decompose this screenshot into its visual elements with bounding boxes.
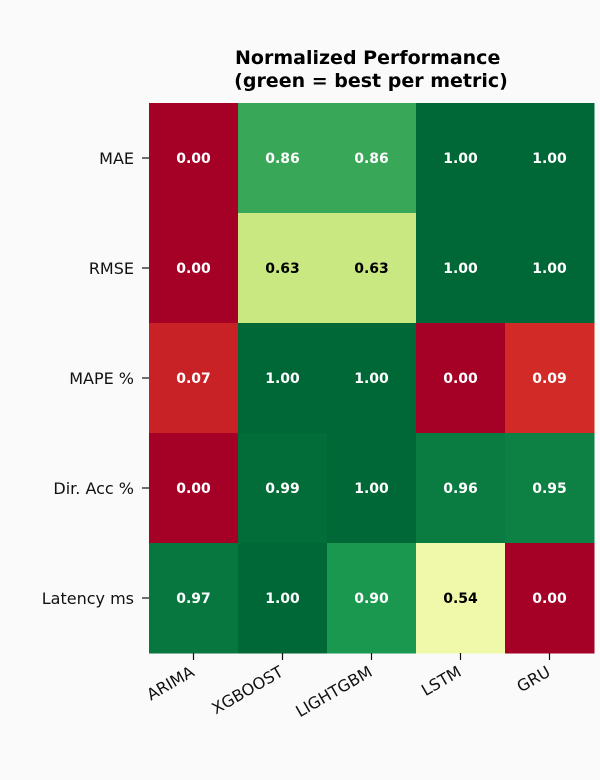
heatmap-cell	[416, 213, 506, 324]
heatmap-cell	[505, 213, 595, 324]
heatmap-cell	[238, 323, 328, 434]
chart-title-line-1: Normalized Performance	[235, 47, 500, 69]
heatmap-cell	[416, 543, 506, 654]
x-tick-label: XGBOOST	[208, 662, 286, 718]
x-tick-label: LSTM	[418, 662, 464, 700]
y-tick-label: Dir. Acc %	[53, 479, 134, 498]
y-tick-label: RMSE	[89, 259, 134, 278]
y-tick-label: MAE	[99, 149, 134, 168]
heatmap-cell-value: 1.00	[265, 371, 300, 387]
heatmap-cell-value: 0.63	[354, 261, 389, 277]
heatmap-cell	[238, 103, 328, 214]
heatmap-cell	[149, 213, 239, 324]
heatmap-cell-value: 1.00	[532, 151, 567, 167]
heatmap-cell	[149, 103, 239, 214]
heatmap-cell-value: 1.00	[532, 261, 567, 277]
heatmap-cell	[416, 433, 506, 544]
heatmap-cell-value: 1.00	[354, 371, 389, 387]
x-tick-label: LIGHTGBM	[292, 662, 375, 721]
heatmap-cell	[149, 433, 239, 544]
heatmap-cell-value: 0.97	[176, 591, 211, 607]
x-tick-label: GRU	[513, 662, 553, 696]
heatmap-cell	[327, 543, 417, 654]
heatmap-cell	[327, 103, 417, 214]
heatmap-cell-value: 0.00	[176, 481, 211, 497]
x-axis: ARIMA XGBOOST LIGHTGBM LSTM GRU	[143, 653, 554, 721]
heatmap-cell-value: 0.00	[532, 591, 567, 607]
heatmap-cell	[505, 103, 595, 214]
heatmap-cell	[238, 543, 328, 654]
heatmap-cell	[238, 433, 328, 544]
heatmap-cell-value: 0.09	[532, 371, 567, 387]
heatmap-cell	[505, 543, 595, 654]
heatmap-cell	[327, 213, 417, 324]
y-tick-label: Latency ms	[42, 589, 134, 608]
x-tick-label: ARIMA	[143, 662, 197, 704]
heatmap-cell-value: 0.00	[443, 371, 478, 387]
y-axis: MAE RMSE MAPE % Dir. Acc % Latency ms	[42, 149, 149, 608]
heatmap-cell	[327, 323, 417, 434]
heatmap-cell-value: 0.99	[265, 481, 300, 497]
heatmap-cell	[327, 433, 417, 544]
heatmap-cell-value: 0.86	[354, 151, 389, 167]
heatmap-cell-value: 0.90	[354, 591, 389, 607]
heatmap-cell	[149, 323, 239, 434]
heatmap-cell	[238, 213, 328, 324]
heatmap-cell-value: 0.95	[532, 481, 567, 497]
heatmap-cell-labels: 0.00 0.86 0.86 1.00 1.00 0.00 0.63 0.63 1.00 1.00…	[176, 151, 567, 607]
heatmap-cell	[416, 103, 506, 214]
heatmap-cell-value: 1.00	[354, 481, 389, 497]
heatmap-cell	[416, 323, 506, 434]
chart-title: Normalized Performance (green = best per…	[234, 47, 508, 92]
heatmap-cell	[505, 323, 595, 434]
heatmap-cells	[149, 103, 595, 654]
heatmap-cell-value: 0.96	[443, 481, 478, 497]
heatmap-cell-value: 1.00	[443, 151, 478, 167]
heatmap-cell-value: 0.54	[443, 591, 478, 607]
heatmap-cell-value: 0.86	[265, 151, 300, 167]
heatmap-cell-value: 0.07	[176, 371, 211, 387]
heatmap-cell-value: 0.63	[265, 261, 300, 277]
chart-title-line-2: (green = best per metric)	[234, 70, 508, 92]
heatmap-cell-value: 1.00	[265, 591, 300, 607]
heatmap-cell-value: 1.00	[443, 261, 478, 277]
heatmap-cell-value: 0.00	[176, 151, 211, 167]
heatmap-cell-value: 0.00	[176, 261, 211, 277]
heatmap-cell	[149, 543, 239, 654]
y-tick-label: MAPE %	[69, 369, 134, 388]
heatmap-cell	[505, 433, 595, 544]
